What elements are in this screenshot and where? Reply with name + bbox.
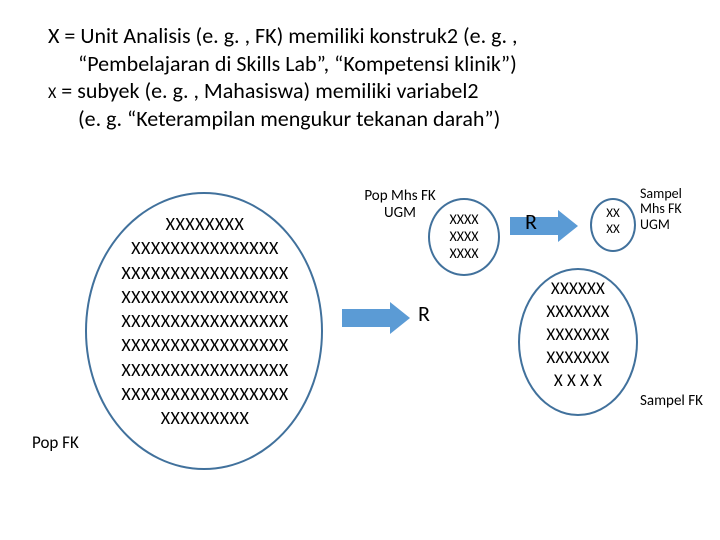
pop-mhs-label-2: UGM — [384, 204, 416, 222]
sampel-fk-label: Sampel FK — [640, 392, 703, 410]
sampel-mhs-label: Sampel Mhs FK UGM — [640, 186, 710, 232]
pop-fk-row: XXXXXXXXXXXXXXXXX — [90, 333, 320, 357]
sampel-mhs-row: XX — [592, 206, 634, 222]
pop-fk-row: XXXXXXXXXXXXXXXXX — [90, 358, 320, 382]
sampel-mhs-row: XX — [592, 222, 634, 238]
pop-mhs-row: XXXX — [432, 246, 496, 263]
pop-fk-row: XXXXXXXXXXXXXXXXX — [90, 382, 320, 406]
header-line-2: “Pembelajaran di Skills Lab”, “Kompetens… — [48, 50, 700, 78]
header-line-4: (e. g. “Keterampilan mengukur tekanan da… — [48, 105, 700, 133]
sampel-fk-row: XXXXXXX — [522, 301, 634, 324]
header-line-3: X = subyek (e. g. , Mahasiswa) memiliki … — [48, 77, 700, 105]
arrow-head-icon — [558, 210, 578, 242]
arrow-shaft — [342, 309, 390, 327]
pop-mhs-label: Pop Mhs FK UGM — [355, 188, 445, 221]
pop-fk-label: Pop FK — [32, 432, 79, 453]
pop-fk-row: XXXXXXXXXXXXXXXXX — [90, 261, 320, 285]
sampel-fk-row: X X X X — [522, 370, 634, 393]
pop-fk-content: XXXXXXXX XXXXXXXXXXXXXXX XXXXXXXXXXXXXXX… — [90, 212, 320, 431]
pop-fk-row: XXXXXXXX — [90, 212, 320, 236]
arrow-head-icon — [390, 302, 410, 334]
pop-mhs-label-1: Pop Mhs FK — [364, 187, 435, 205]
header-line-3-rest: = subyek (e. g. , Mahasiswa) memiliki va… — [56, 77, 478, 104]
pop-fk-row: XXXXXXXXXXXXXXXXX — [90, 309, 320, 333]
header-text: X = Unit Analisis (e. g. , FK) memiliki … — [48, 22, 700, 132]
r-label-1: R — [418, 300, 430, 327]
arrow-popfk-to-sampelfk — [342, 302, 410, 334]
pop-fk-row: XXXXXXXXX — [90, 406, 320, 430]
arrow-popmhs-to-sampelmhs — [510, 210, 578, 242]
pop-fk-row: XXXXXXXXXXXXXXX — [90, 236, 320, 260]
r-label-2: R — [525, 208, 537, 235]
header-line-1: X = Unit Analisis (e. g. , FK) memiliki … — [48, 22, 700, 50]
sampel-mhs-label-3: UGM — [640, 216, 670, 233]
sampel-mhs-content: XX XX — [592, 206, 634, 237]
sampel-fk-row: XXXXXXX — [522, 347, 634, 370]
sampel-fk-content: XXXXXX XXXXXXX XXXXXXX XXXXXXX X X X X — [522, 278, 634, 393]
pop-mhs-row: XXXX — [432, 229, 496, 246]
pop-fk-row: XXXXXXXXXXXXXXXXX — [90, 285, 320, 309]
sampel-fk-row: XXXXXXX — [522, 324, 634, 347]
sampel-fk-row: XXXXXX — [522, 278, 634, 301]
